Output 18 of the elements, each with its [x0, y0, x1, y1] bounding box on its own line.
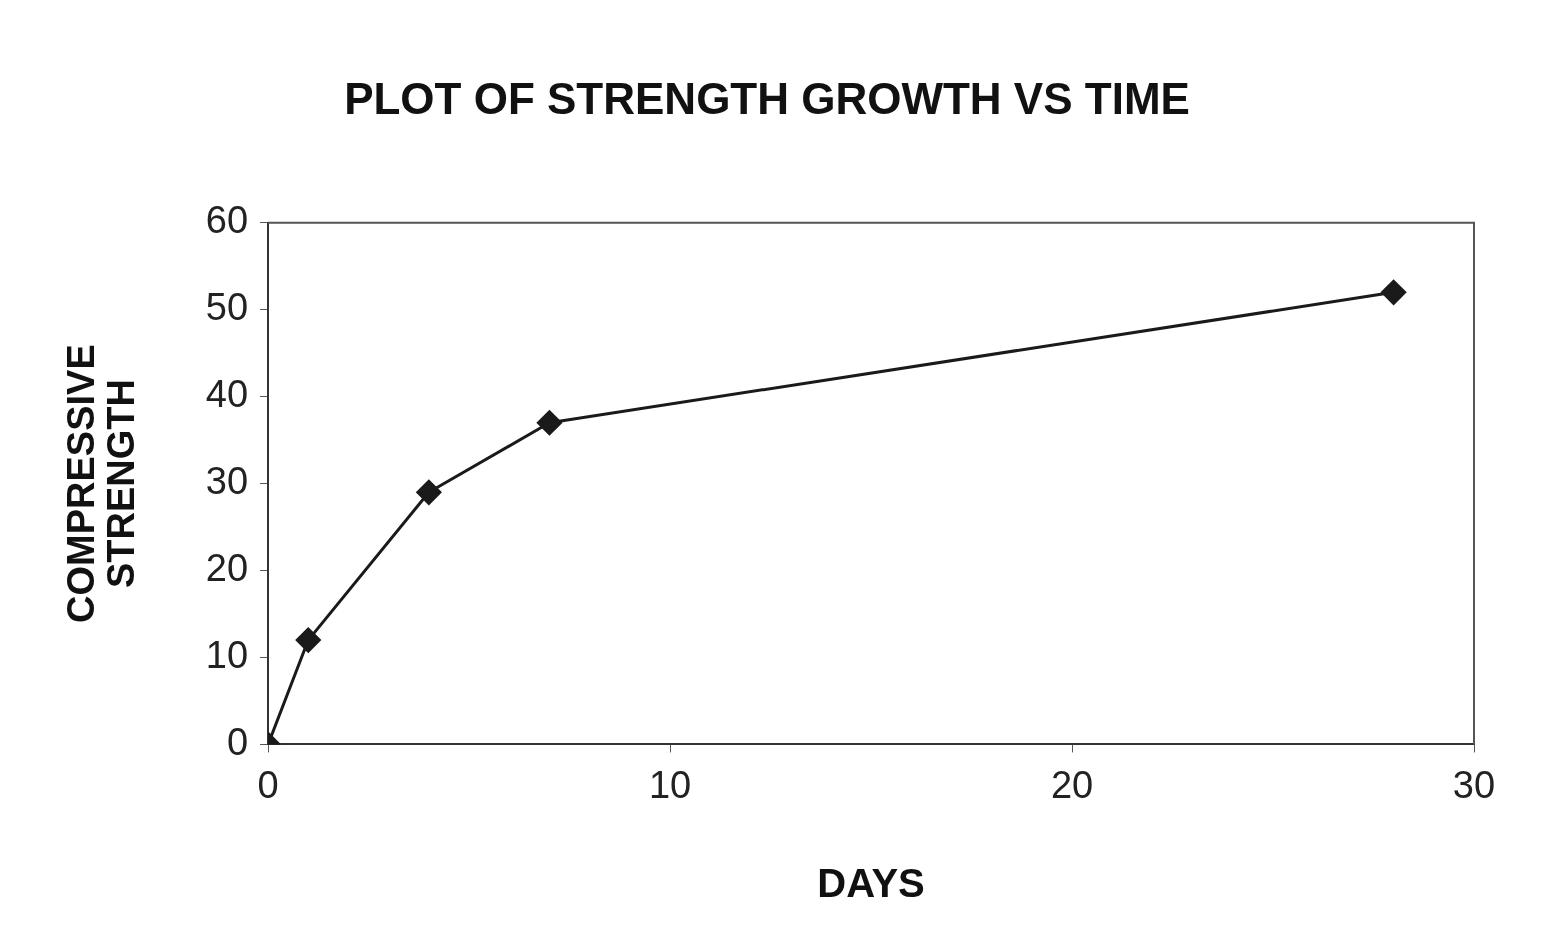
y-tick-label: 0 [226, 720, 249, 763]
chart-title: PLOT OF STRENGTH GROWTH VS TIME [344, 73, 1190, 123]
point [1381, 279, 1407, 305]
point [536, 410, 562, 436]
x-axis-title: DAYS [817, 861, 925, 906]
x-tick-label: 0 [257, 763, 279, 806]
point [295, 627, 321, 653]
y-tick-label: 10 [205, 633, 249, 676]
x-tick-label: 30 [1452, 763, 1496, 806]
y-tick-label: 40 [205, 373, 249, 416]
y-tick-label: 60 [205, 199, 249, 242]
x-tick-label: 10 [648, 763, 692, 806]
point [416, 479, 442, 505]
y-axis-title: COMPRESSIVE STRENGTH [60, 344, 143, 623]
y-tick-label: 20 [205, 547, 249, 590]
x-tick-label: 20 [1050, 763, 1094, 806]
y-tick-label: 30 [205, 460, 249, 503]
y-tick-label: 50 [205, 286, 249, 329]
